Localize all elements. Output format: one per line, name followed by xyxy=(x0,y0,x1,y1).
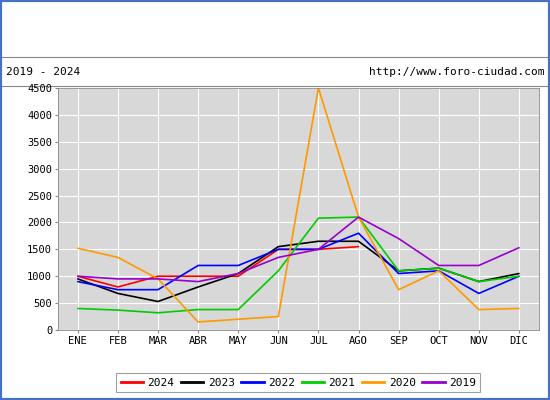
Text: Evolucion Nº Turistas Nacionales en el municipio de Navas de San Antonio: Evolucion Nº Turistas Nacionales en el m… xyxy=(17,22,533,36)
Text: http://www.foro-ciudad.com: http://www.foro-ciudad.com xyxy=(369,67,544,77)
Text: 2019 - 2024: 2019 - 2024 xyxy=(6,67,80,77)
Legend: 2024, 2023, 2022, 2021, 2020, 2019: 2024, 2023, 2022, 2021, 2020, 2019 xyxy=(116,373,481,392)
